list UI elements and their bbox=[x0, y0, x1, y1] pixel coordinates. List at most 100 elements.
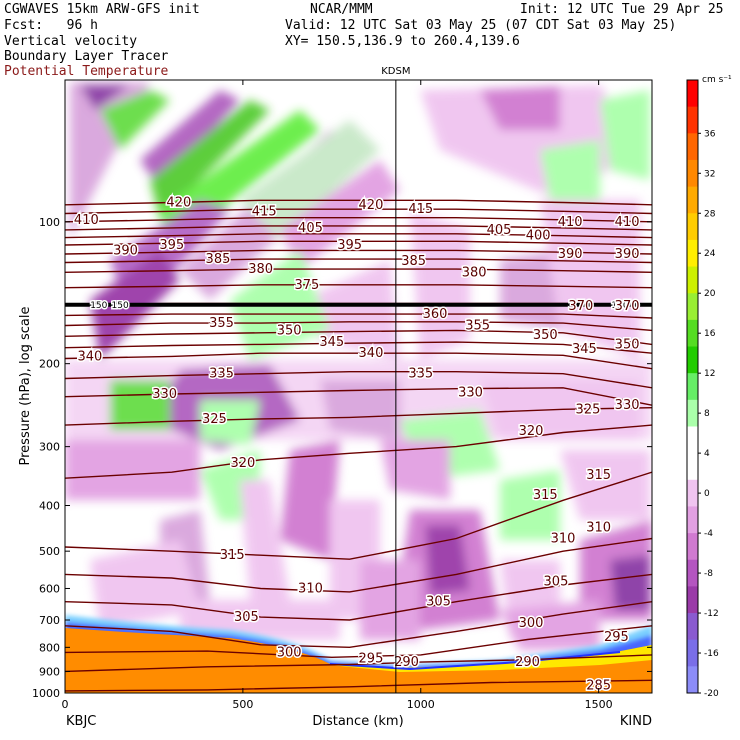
theta-contour-330 bbox=[65, 387, 652, 406]
theta-label: 295 bbox=[604, 630, 629, 645]
theta-label: 315 bbox=[220, 548, 245, 563]
theta-label: 350 bbox=[533, 328, 558, 343]
theta-contour-300 bbox=[65, 601, 652, 649]
org-label: NCAR/MMM bbox=[310, 2, 373, 17]
colorbar-tick-label: 12 bbox=[704, 369, 715, 379]
cross-section-endpoints: XY= 150.5,136.9 to 260.4,139.6 bbox=[285, 34, 520, 49]
y-tick-label: 500 bbox=[39, 545, 60, 558]
field-label-boundary-layer-tracer: Boundary Layer Tracer bbox=[4, 49, 169, 64]
theta-label: 325 bbox=[202, 412, 227, 427]
y-tick-label: 800 bbox=[39, 641, 60, 654]
theta-contour-350 bbox=[65, 329, 652, 346]
tracer-value-label: 150 bbox=[90, 301, 107, 311]
theta-label: 390 bbox=[615, 247, 640, 262]
theta-label: 360 bbox=[423, 307, 448, 322]
theta-label: 335 bbox=[408, 367, 433, 382]
y-tick-label: 900 bbox=[39, 665, 60, 678]
theta-label: 380 bbox=[248, 262, 273, 277]
init-time: Init: 12 UTC Tue 29 Apr 25 bbox=[520, 2, 724, 17]
potential-temperature-labels: 420 410 415 420 415 410 410 405 405 400 390 395 395 3… bbox=[72, 194, 641, 694]
colorbar-swatch bbox=[687, 239, 698, 268]
theta-label: 385 bbox=[401, 254, 426, 269]
theta-label: 330 bbox=[458, 385, 483, 400]
theta-label: 410 bbox=[74, 213, 99, 228]
colorbar-tick-label: -8 bbox=[704, 569, 713, 579]
theta-label: 420 bbox=[166, 196, 191, 211]
colorbar-tick-label: 20 bbox=[704, 289, 716, 299]
theta-label: 410 bbox=[558, 215, 583, 230]
theta-label: 305 bbox=[426, 595, 451, 610]
colorbar-swatch bbox=[687, 586, 698, 614]
colorbar-units: cm s⁻¹ bbox=[702, 75, 732, 85]
theta-contour-285 bbox=[65, 679, 652, 692]
theta-label: 330 bbox=[615, 398, 640, 413]
theta-contour-295 bbox=[65, 625, 652, 659]
colorbar-tick-label: -16 bbox=[704, 649, 719, 659]
theta-contour-320 bbox=[65, 424, 652, 479]
theta-label: 305 bbox=[544, 575, 569, 590]
theta-contour-340 bbox=[65, 352, 652, 370]
colorbar-swatch bbox=[687, 479, 698, 507]
theta-label: 340 bbox=[77, 349, 102, 364]
colorbar-tick-label: 32 bbox=[704, 169, 715, 179]
theta-label: 325 bbox=[576, 402, 601, 417]
colorbar-swatch bbox=[687, 319, 698, 348]
theta-contour-315 bbox=[65, 471, 652, 560]
theta-contour-360 bbox=[65, 313, 652, 319]
theta-label: 310 bbox=[551, 532, 576, 547]
x-tick-label: 1000 bbox=[407, 698, 435, 711]
theta-label: 300 bbox=[277, 645, 302, 660]
theta-label: 290 bbox=[394, 655, 419, 670]
y-tick-label: 300 bbox=[39, 441, 60, 454]
colorbar-swatch bbox=[687, 346, 698, 374]
y-tick-label: 400 bbox=[39, 500, 60, 513]
theta-contour-310 bbox=[65, 537, 652, 593]
theta-label: 320 bbox=[519, 424, 544, 439]
colorbar-swatch bbox=[687, 453, 698, 481]
theta-contour-400 bbox=[65, 233, 652, 239]
left-station-label: KBJC bbox=[66, 714, 96, 729]
tracer-contour-150: 150 150 150 bbox=[65, 299, 652, 312]
theta-contour-405 bbox=[65, 225, 652, 231]
colorbar-tick-label: -4 bbox=[704, 529, 713, 539]
forecast-hour: Fcst: 96 h bbox=[4, 18, 98, 33]
right-station-label: KIND bbox=[620, 714, 652, 729]
x-tick-label: 500 bbox=[232, 698, 253, 711]
colorbar-swatch bbox=[687, 106, 698, 134]
tracer-value-label: 150 bbox=[112, 301, 129, 311]
colorbar-swatch bbox=[687, 373, 698, 401]
theta-label: 285 bbox=[586, 679, 611, 694]
theta-label: 320 bbox=[230, 456, 255, 471]
theta-label: 355 bbox=[209, 316, 234, 331]
theta-label: 390 bbox=[558, 247, 583, 262]
y-tick-label: 100 bbox=[39, 216, 60, 229]
theta-label: 395 bbox=[337, 238, 362, 253]
vertical-velocity-field: 150 150 150 420 410 415 420 415 410 410 405 405 400… bbox=[65, 80, 652, 694]
colorbar-swatch bbox=[687, 293, 698, 321]
colorbar-tick-label: 16 bbox=[704, 329, 716, 339]
kdsm-station-label: KDSM bbox=[381, 66, 410, 77]
tracer-value-label: 150 bbox=[611, 301, 628, 311]
theta-label: 395 bbox=[159, 238, 184, 253]
theta-label: 310 bbox=[298, 581, 323, 596]
theta-contour-355 bbox=[65, 321, 652, 332]
theta-label: 330 bbox=[152, 387, 177, 402]
theta-label: 415 bbox=[408, 202, 433, 217]
y-axis: 100 200 300 400 500 600 700 800 900 1000 bbox=[32, 216, 652, 700]
colorbar-tick-label: 8 bbox=[704, 409, 710, 419]
theta-contour-380 bbox=[65, 268, 652, 273]
theta-label: 390 bbox=[113, 243, 138, 258]
colorbar-frame bbox=[686, 79, 699, 694]
colorbar-tick-label: 24 bbox=[704, 249, 716, 259]
colorbar-tick-label: 4 bbox=[704, 449, 710, 459]
colorbar-tick-label: 28 bbox=[704, 209, 716, 219]
y-tick-label: 200 bbox=[39, 358, 60, 371]
y-tick-label: 1000 bbox=[32, 687, 60, 700]
colorbar-swatch bbox=[687, 666, 698, 694]
theta-label: 410 bbox=[615, 215, 640, 230]
theta-contour-305 bbox=[65, 573, 652, 621]
colorbar-swatch bbox=[687, 133, 698, 161]
theta-label: 355 bbox=[465, 319, 490, 334]
theta-label: 310 bbox=[586, 520, 611, 535]
